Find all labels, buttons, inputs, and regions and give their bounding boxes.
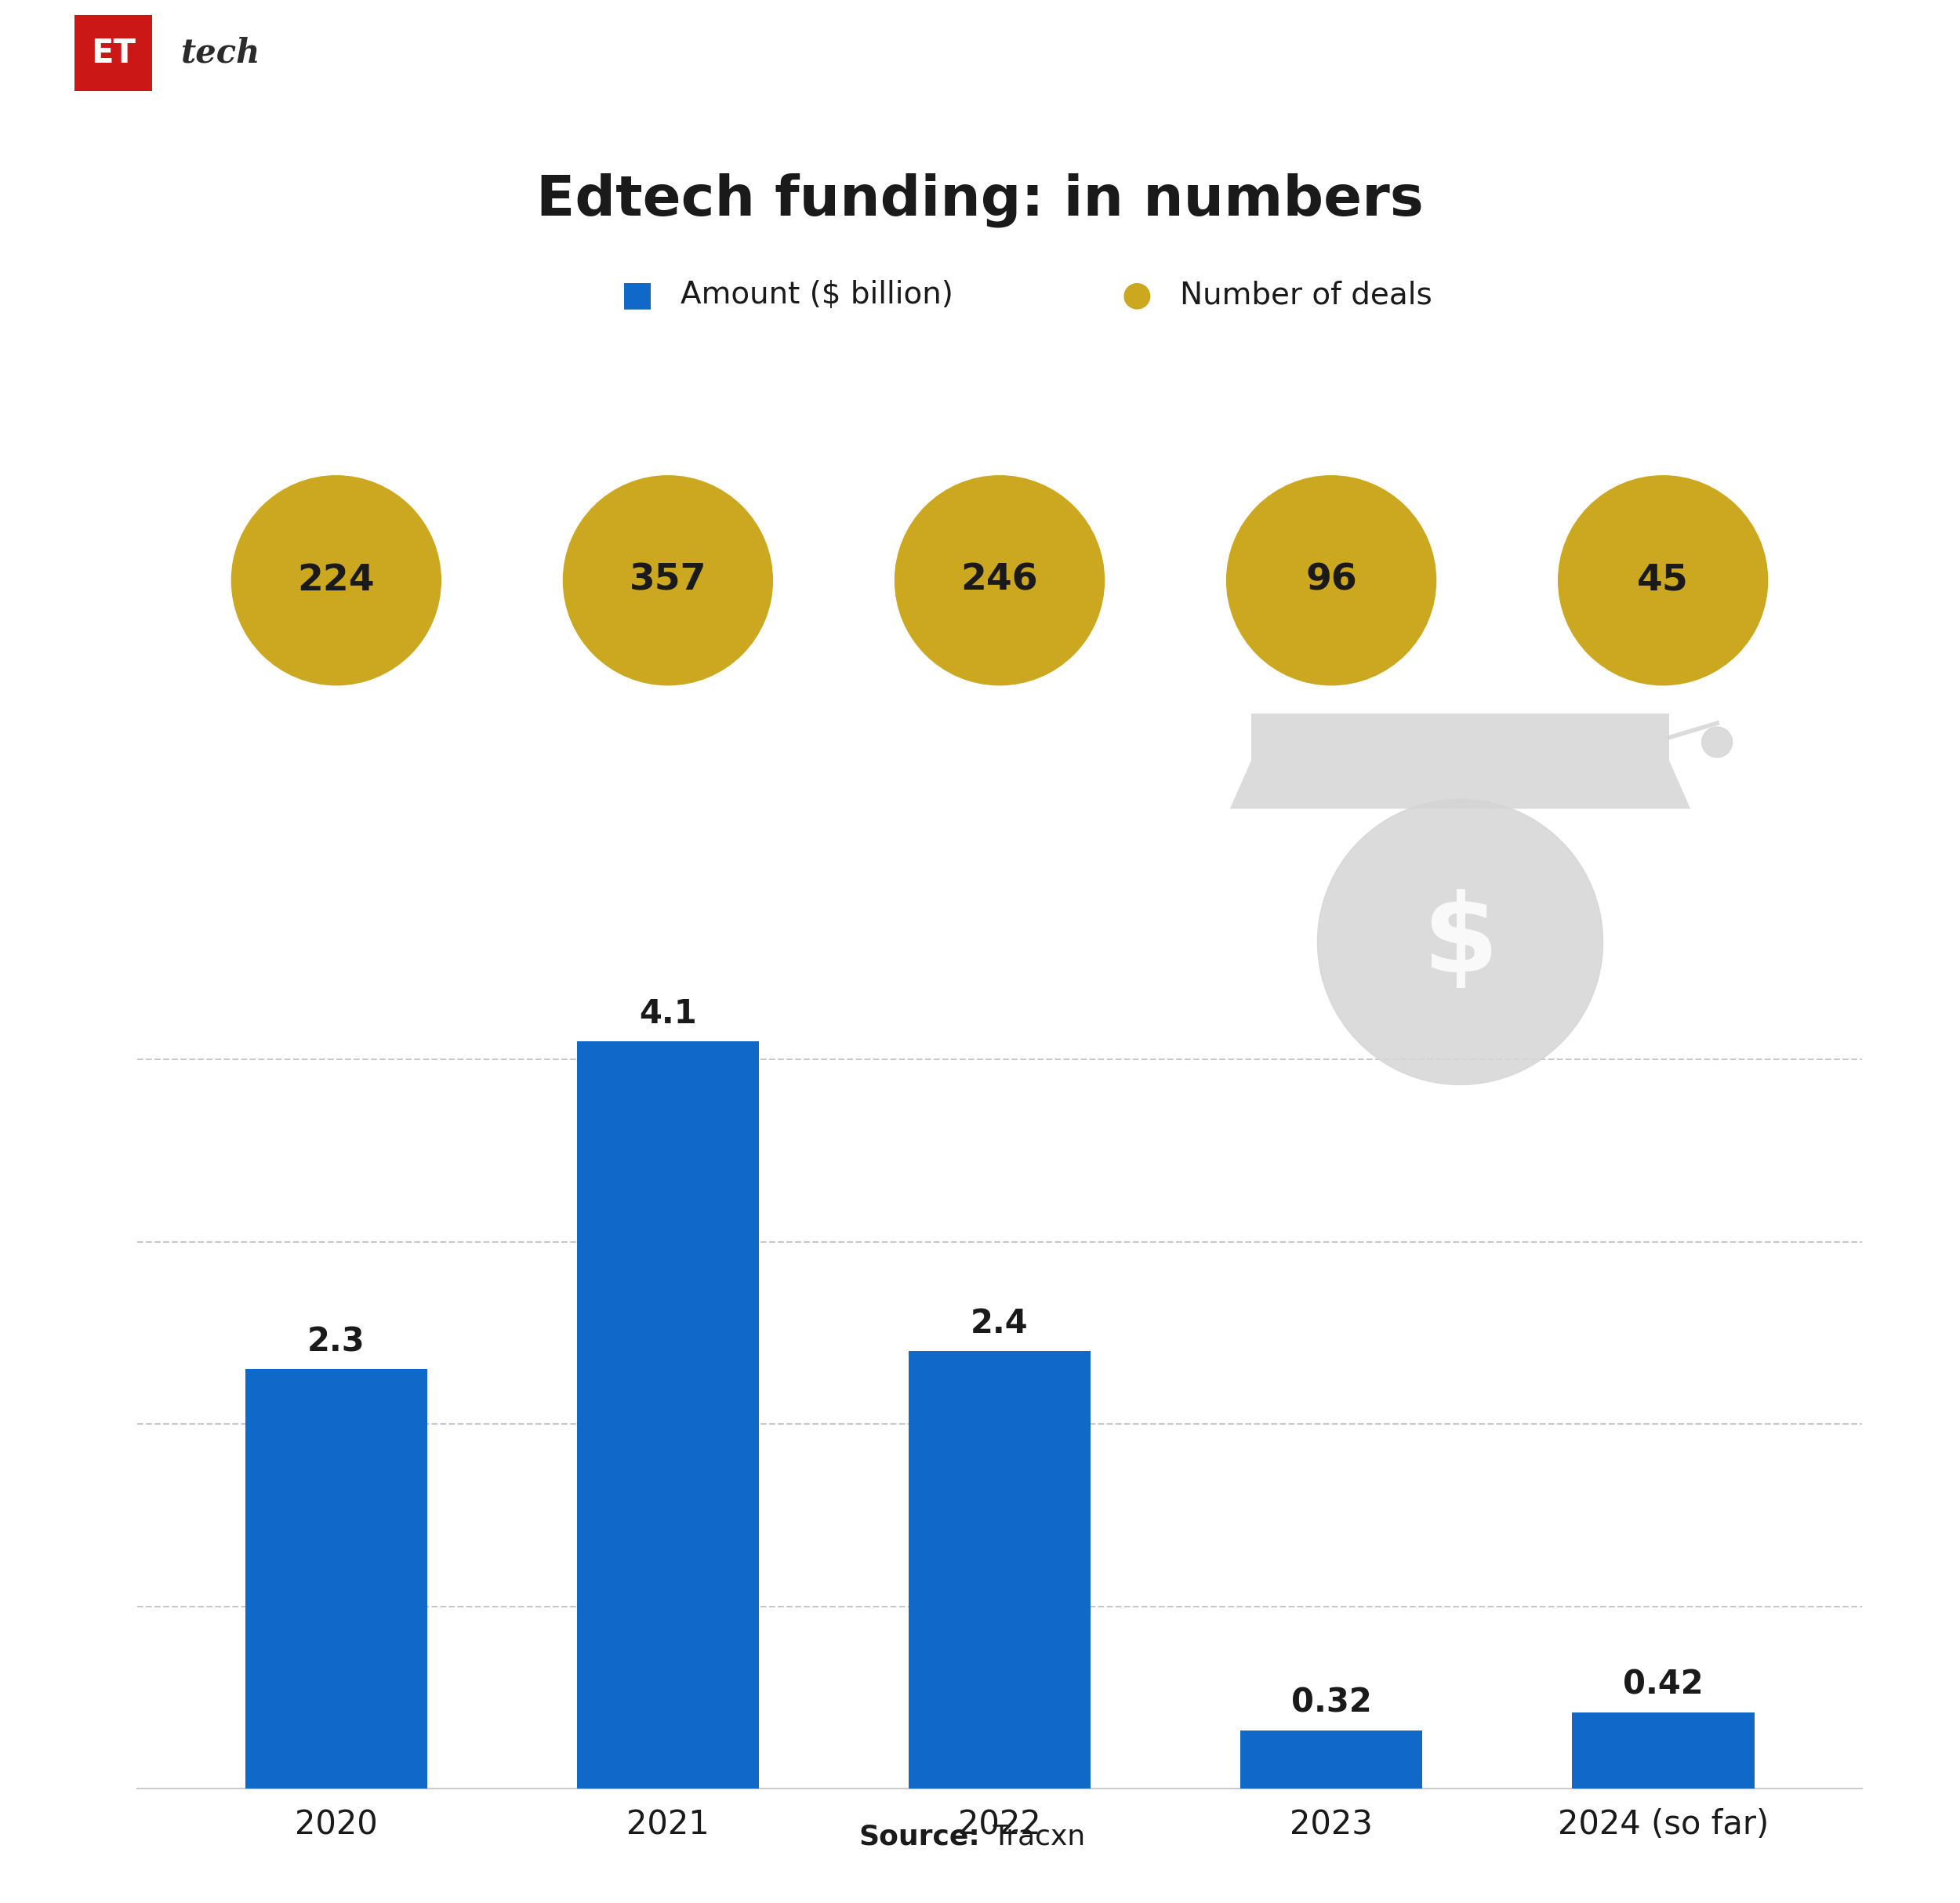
Text: ■: ■: [621, 278, 653, 312]
Text: 96: 96: [1305, 563, 1356, 598]
Text: ●: ●: [1121, 278, 1152, 312]
Text: Tracxn: Tracxn: [984, 1823, 1086, 1850]
Bar: [1241, 1730, 1423, 1789]
Text: tech: tech: [182, 36, 261, 70]
Text: 2.3: 2.3: [308, 1326, 365, 1359]
Text: Edtech funding: in numbers: Edtech funding: in numbers: [537, 173, 1423, 226]
Bar: [576, 1041, 759, 1789]
Text: 0.42: 0.42: [1623, 1669, 1703, 1701]
Text: Amount ($ billion): Amount ($ billion): [680, 280, 953, 310]
Text: $: $: [1423, 889, 1497, 995]
Text: Number of deals: Number of deals: [1180, 280, 1433, 310]
Text: 0.32: 0.32: [1292, 1686, 1372, 1720]
Text: 45: 45: [1637, 563, 1690, 598]
Text: 224: 224: [298, 563, 374, 598]
Text: Source:: Source:: [858, 1823, 980, 1850]
FancyBboxPatch shape: [74, 15, 153, 91]
Text: 2.4: 2.4: [970, 1307, 1029, 1340]
Bar: [1572, 1713, 1754, 1789]
Text: 246: 246: [960, 563, 1039, 598]
Bar: [245, 1370, 427, 1789]
Text: 357: 357: [629, 563, 706, 598]
Text: 4.1: 4.1: [639, 997, 698, 1030]
Text: ET: ET: [90, 36, 135, 70]
Bar: [907, 1351, 1092, 1789]
